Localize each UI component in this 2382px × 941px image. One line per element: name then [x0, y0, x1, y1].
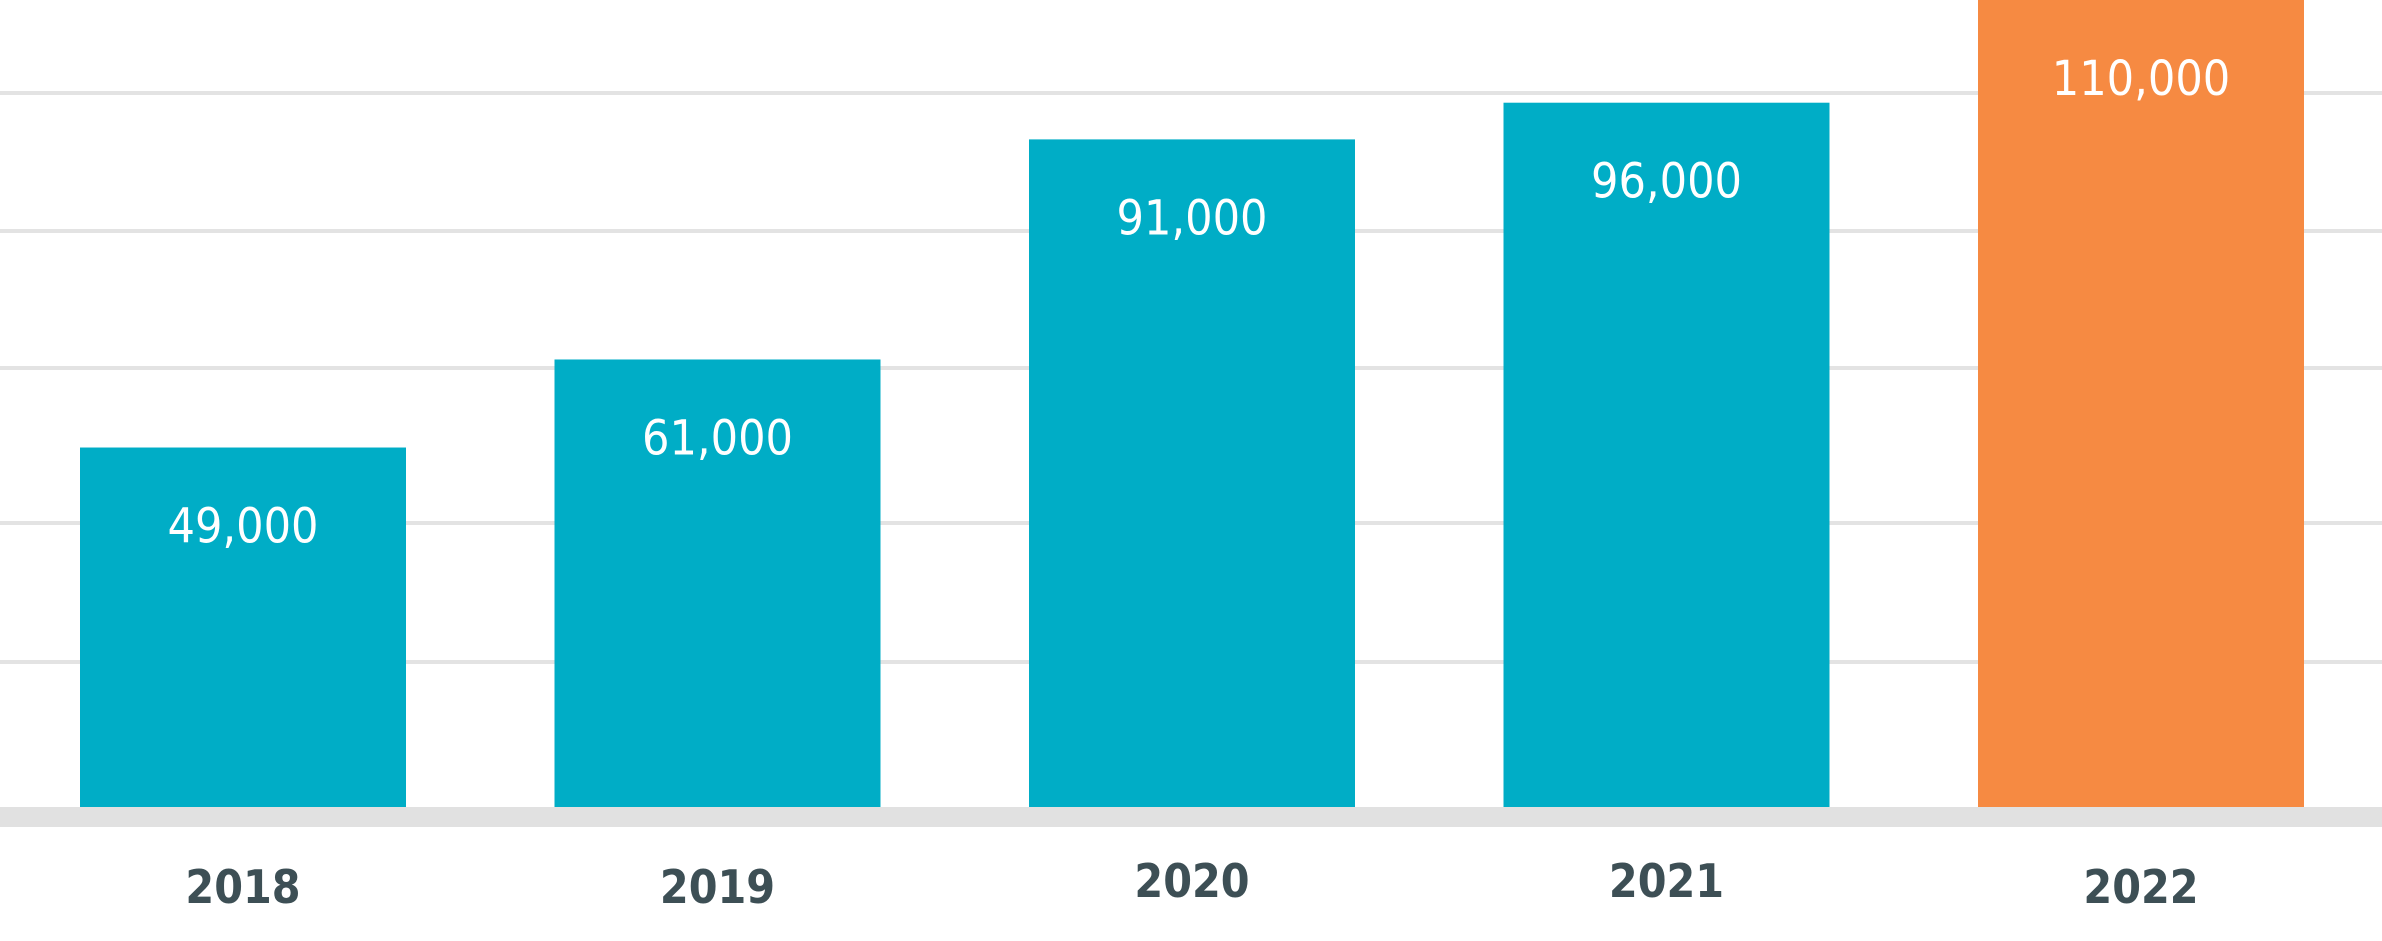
x-tick-label-2022: 2022 [2083, 860, 2198, 914]
bar-2018 [80, 447, 406, 807]
bar-value-label-2019: 61,000 [642, 410, 793, 466]
x-tick-label-2019: 2019 [660, 860, 775, 914]
bar-value-label-2021: 96,000 [1591, 154, 1742, 210]
x-tick-label-2020: 2020 [1134, 854, 1249, 908]
bar-2019 [554, 359, 881, 807]
bar-2022 [1978, 0, 2304, 807]
bar-value-label-2020: 91,000 [1116, 190, 1267, 246]
baseline-band [0, 807, 2382, 827]
bar-2020 [1029, 139, 1355, 807]
bars: 49,000 61,000 91,000 96,000 110,000 [80, 0, 2304, 807]
bar-value-label-2022: 110,000 [2052, 51, 2231, 107]
x-axis-tick-labels: 2018 2019 2020 2021 2022 [185, 854, 2198, 914]
bar-2021 [1503, 102, 1830, 807]
x-tick-label-2021: 2021 [1609, 854, 1724, 908]
bar-value-label-2018: 49,000 [167, 499, 318, 555]
gridline-1 [0, 91, 2382, 95]
x-tick-label-2018: 2018 [185, 860, 300, 914]
x-axis-baseline [0, 807, 2382, 827]
